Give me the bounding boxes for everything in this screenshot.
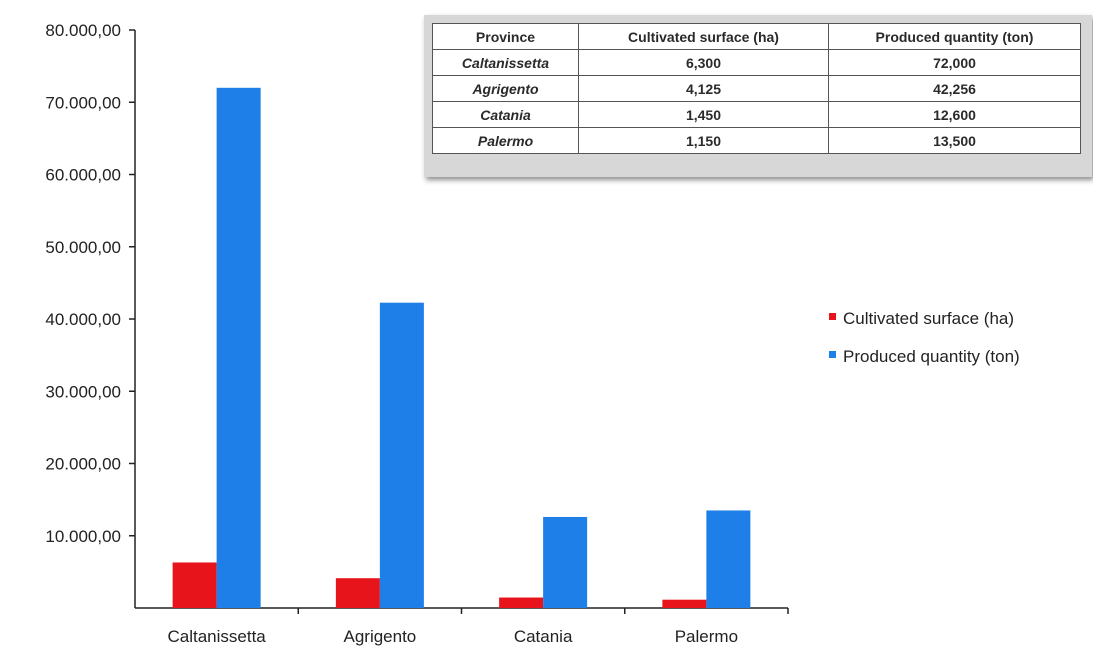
y-tick-label: 10.000,00	[45, 527, 121, 546]
bar-cultivated-surface-caltanissetta	[172, 562, 217, 608]
bar-produced-quantity-palermo	[706, 510, 751, 608]
table-row: Catania 1,450 12,600	[432, 101, 1081, 128]
table-cell-surface: 1,150	[578, 127, 829, 154]
bar-cultivated-surface-palermo	[662, 599, 707, 608]
y-tick-label: 80.000,00	[45, 21, 121, 40]
table-cell-province: Caltanissetta	[432, 49, 579, 76]
table-cell-surface: 4,125	[578, 75, 829, 102]
table-row: Palermo 1,150 13,500	[432, 127, 1081, 154]
y-tick-label: 40.000,00	[45, 310, 121, 329]
table-header-produced-quantity: Produced quantity (ton)	[828, 23, 1081, 50]
table-cell-province: Catania	[432, 101, 579, 128]
y-tick-label: 70.000,00	[45, 93, 121, 112]
y-tick-label: 60.000,00	[45, 166, 121, 185]
bar-cultivated-surface-catania	[499, 597, 544, 608]
legend-label: Produced quantity (ton)	[843, 347, 1020, 366]
table-row: Agrigento 4,125 42,256	[432, 75, 1081, 102]
y-tick-label: 50.000,00	[45, 238, 121, 257]
table-cell-surface: 1,450	[578, 101, 829, 128]
y-tick-label: 30.000,00	[45, 382, 121, 401]
legend-label: Cultivated surface (ha)	[843, 309, 1014, 328]
table-cell-quantity: 13,500	[828, 127, 1081, 154]
table-row: Caltanissetta 6,300 72,000	[432, 49, 1081, 76]
table-cell-province: Palermo	[432, 127, 579, 154]
x-category-label: Agrigento	[343, 627, 416, 646]
table-header-row: Province Cultivated surface (ha) Produce…	[432, 23, 1081, 50]
data-table: Province Cultivated surface (ha) Produce…	[432, 23, 1081, 154]
table-cell-quantity: 72,000	[828, 49, 1081, 76]
bar-cultivated-surface-agrigento	[335, 578, 380, 608]
table-cell-surface: 6,300	[578, 49, 829, 76]
table-header-cultivated-surface: Cultivated surface (ha)	[578, 23, 829, 50]
table-cell-quantity: 42,256	[828, 75, 1081, 102]
x-category-label: Palermo	[675, 627, 738, 646]
data-table-panel: Province Cultivated surface (ha) Produce…	[424, 15, 1092, 177]
legend-swatch	[829, 351, 836, 358]
table-header-province: Province	[432, 23, 579, 50]
legend-swatch	[829, 313, 836, 320]
y-tick-label: 20.000,00	[45, 455, 121, 474]
bar-produced-quantity-agrigento	[379, 302, 424, 608]
x-category-label: Caltanissetta	[167, 627, 266, 646]
table-cell-quantity: 12,600	[828, 101, 1081, 128]
table-cell-province: Agrigento	[432, 75, 579, 102]
x-category-label: Catania	[514, 627, 573, 646]
bar-produced-quantity-caltanissetta	[216, 87, 261, 609]
bar-produced-quantity-catania	[543, 516, 588, 608]
